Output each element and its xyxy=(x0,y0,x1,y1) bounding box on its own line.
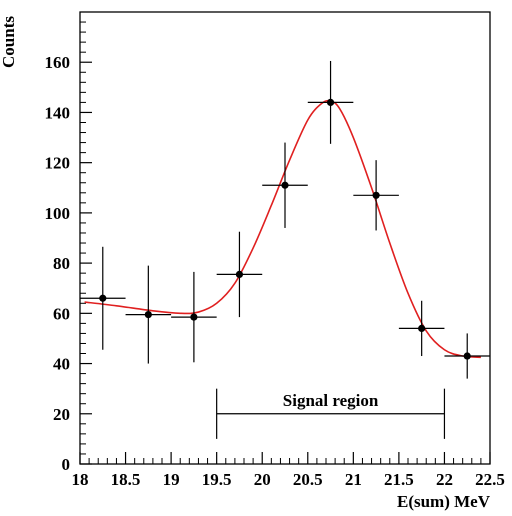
y-tick-label: 100 xyxy=(45,204,71,223)
data-marker xyxy=(418,324,426,332)
data-marker xyxy=(372,191,380,199)
data-marker xyxy=(144,310,152,319)
data-marker xyxy=(326,98,335,106)
y-tick-label: 80 xyxy=(53,254,70,273)
x-tick-label: 21.5 xyxy=(384,470,414,489)
data-point xyxy=(444,333,490,379)
data-point xyxy=(262,142,308,228)
y-tick-label: 160 xyxy=(45,53,71,72)
y-tick-label: 120 xyxy=(45,154,71,173)
x-tick-label: 19 xyxy=(163,470,180,489)
x-axis-title: E(sum) MeV xyxy=(397,492,491,511)
y-tick-label: 60 xyxy=(53,304,70,323)
data-point xyxy=(307,60,354,144)
data-marker xyxy=(281,181,289,189)
signal-region-annotation: Signal region xyxy=(216,388,446,439)
data-marker xyxy=(463,352,471,360)
data-point xyxy=(125,265,172,364)
y-tick-label: 0 xyxy=(62,455,71,474)
x-tick-label: 21 xyxy=(345,470,362,489)
data-point xyxy=(216,231,263,318)
data-point xyxy=(398,300,445,357)
x-axis: 18 18.5 19 19.5 20 20.5 21 21.5 22 22.5 xyxy=(72,452,505,489)
data-points-layer xyxy=(80,60,490,379)
data-marker xyxy=(190,313,198,321)
x-tick-label: 20.5 xyxy=(293,470,323,489)
x-tick-label: 22.5 xyxy=(475,470,505,489)
y-tick-label: 20 xyxy=(53,405,70,424)
y-tick-label: 140 xyxy=(45,103,71,122)
x-tick-label: 18.5 xyxy=(111,470,141,489)
x-tick-label: 18 xyxy=(72,470,89,489)
data-point xyxy=(171,271,217,363)
x-tick-label: 19.5 xyxy=(202,470,232,489)
plot-frame xyxy=(79,11,491,465)
x-tick-label: 22 xyxy=(436,470,453,489)
y-axis-title: Counts xyxy=(0,16,18,68)
data-marker xyxy=(99,294,107,302)
data-marker xyxy=(235,270,244,279)
data-point xyxy=(353,160,399,231)
data-point xyxy=(80,246,126,350)
fit-curve-layer xyxy=(84,99,481,359)
x-tick-label: 20 xyxy=(254,470,271,489)
y-tick-label: 40 xyxy=(53,355,70,374)
y-axis: 0 20 40 60 80 100 120 140 160 xyxy=(45,21,92,474)
fit-curve xyxy=(84,99,481,359)
signal-region-label: Signal region xyxy=(283,391,379,410)
